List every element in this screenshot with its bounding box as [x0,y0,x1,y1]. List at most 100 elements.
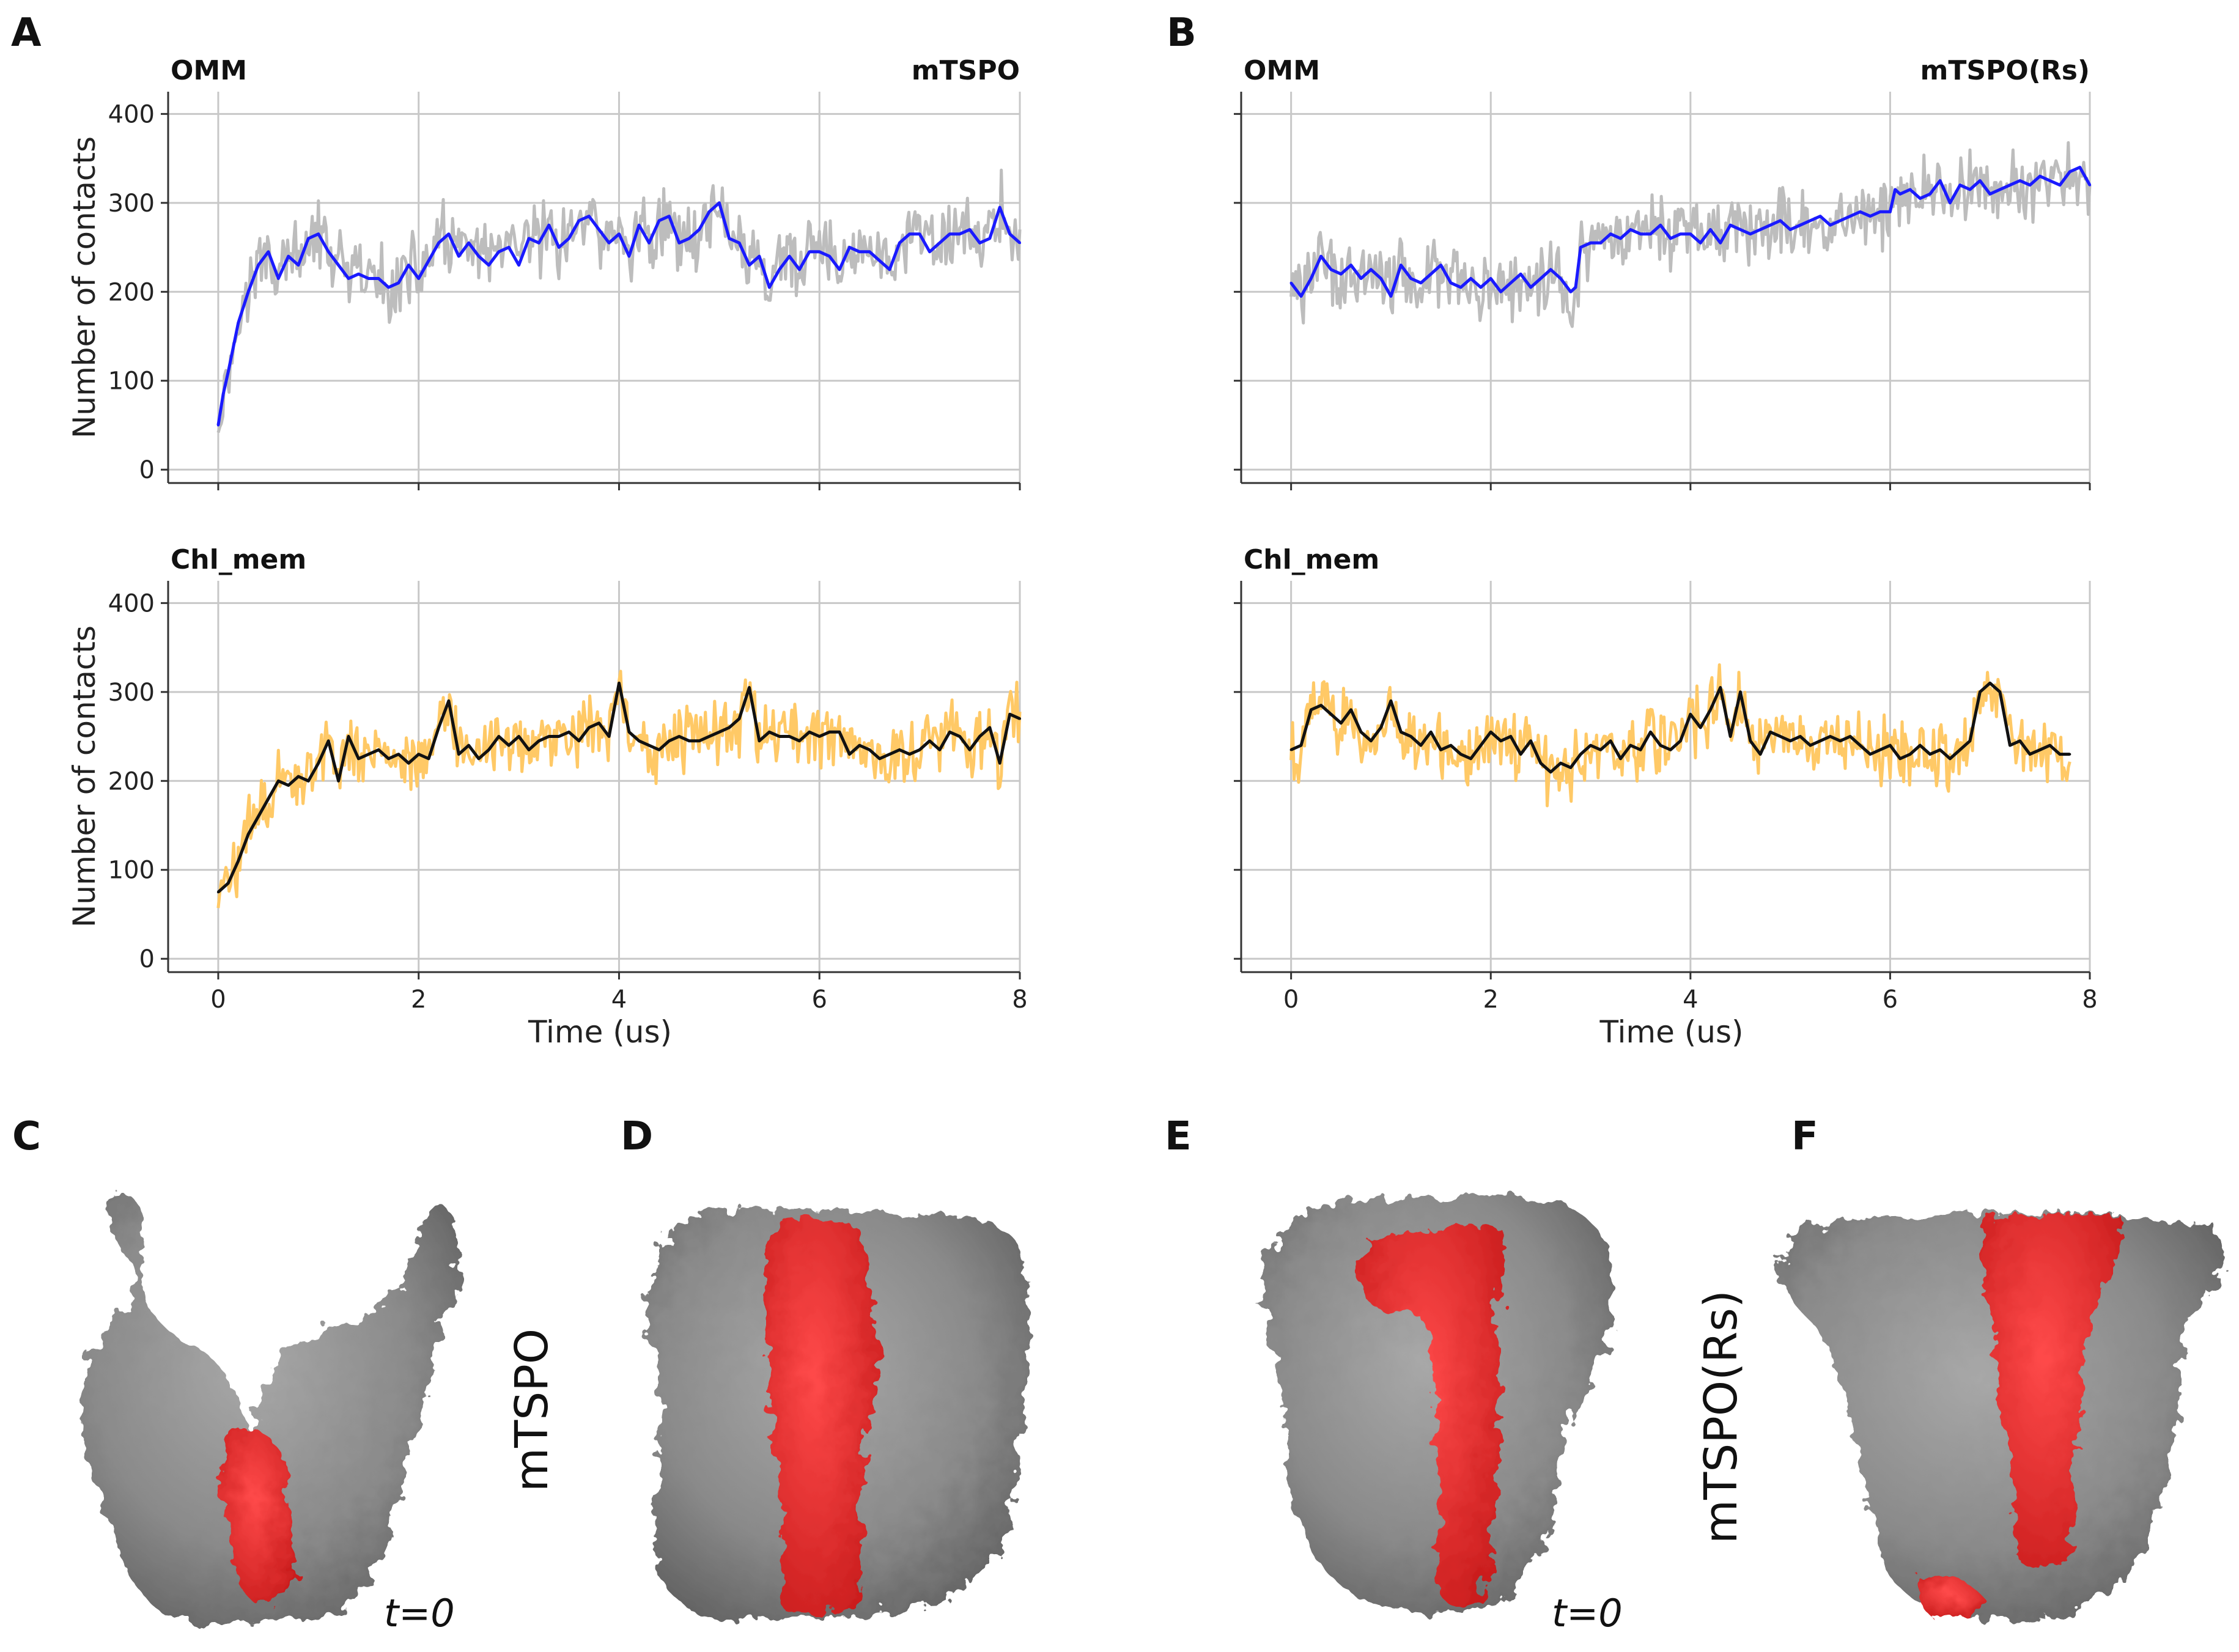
data-point [1749,739,1752,742]
data-point [317,762,320,765]
data-point [1289,281,1293,284]
data-point [948,731,951,734]
data-point [487,748,490,751]
data-point [1729,735,1732,738]
data-point [918,232,921,235]
data-point [1439,748,1442,751]
data-point [297,264,300,267]
data-point [567,731,570,734]
data-point [938,748,941,751]
chart-subtitle-right: mTSPO(Rs) [1920,55,2090,86]
series-raw-band [216,168,1022,433]
data-point [377,748,380,751]
data-point [978,242,981,245]
data-point [1649,232,1652,235]
data-point [1330,268,1332,271]
x-tick-label-4: 8 [2082,986,2097,1014]
data-point [1919,197,1922,200]
panel-letter-c: C [12,1114,41,1159]
data-point [958,735,961,738]
data-point [1739,228,1742,231]
data-point [1739,690,1742,693]
data-point [1669,237,1672,240]
data-point [1489,731,1492,734]
data-point [978,735,981,738]
data-point [627,731,630,734]
data-point [1939,179,1942,182]
data-point [387,286,390,289]
data-point [307,237,310,240]
data-point [1639,232,1642,235]
data-point [1789,228,1792,231]
data-point [778,268,781,271]
data-point [658,748,660,751]
data-point [618,232,621,235]
y-tick-label-4: 400 [108,589,155,618]
data-point [618,682,621,685]
data-point [317,232,320,235]
data-point [718,201,721,204]
data-point [1659,224,1662,227]
data-point [257,815,260,818]
data-point [2008,183,2012,186]
panel-letter-f: F [1791,1114,1818,1159]
data-point [1519,273,1522,276]
data-point [728,726,731,729]
data-point [517,264,520,267]
data-point [1889,744,1892,747]
structure-c-image [79,1192,459,1625]
data-point [1909,188,1912,191]
data-point [558,246,561,249]
data-point [698,739,701,742]
data-point [1819,215,1822,218]
x-tick-label-4: 8 [1012,986,1027,1014]
data-point [1349,264,1352,267]
data-point [688,237,691,240]
data-point [1849,215,1852,218]
data-point [1819,739,1822,742]
data-point [968,228,972,231]
data-point [297,775,300,778]
data-point [537,739,540,742]
data-point [828,731,831,734]
data-point [1999,188,2001,191]
data-point [237,322,240,325]
chart-subtitle-left: OMM [1244,55,1320,86]
data-point [1370,268,1373,271]
data-point [247,833,250,836]
data-point [988,237,991,240]
data-point [1439,264,1442,267]
data-point [988,726,991,729]
data-point [1928,193,1931,196]
data-point [1879,748,1882,751]
data-point [2008,744,2012,747]
data-point [808,250,811,253]
data-point [1898,757,1901,760]
data-point [1559,277,1562,280]
data-point [868,748,871,751]
data-point [888,753,891,756]
data-point [1789,739,1792,742]
data-point [2078,166,2081,169]
data-point [588,726,591,729]
data-point [958,232,961,235]
data-point [1669,748,1672,751]
data-point [1909,753,1912,756]
data-point [998,762,1001,765]
data-point [1310,708,1313,711]
data-point [397,281,400,284]
data-point [688,739,691,742]
data-point [718,731,721,734]
data-point [758,255,761,258]
panel-letter-a: A [11,10,42,56]
data-point [748,686,751,689]
data-point [1549,770,1552,773]
data-point [457,753,460,756]
data-point [698,228,701,231]
data-point [377,277,380,280]
data-point [1894,188,1897,191]
data-point [2029,753,2031,756]
y-tick-label-3: 300 [108,190,155,218]
data-point [287,784,290,787]
